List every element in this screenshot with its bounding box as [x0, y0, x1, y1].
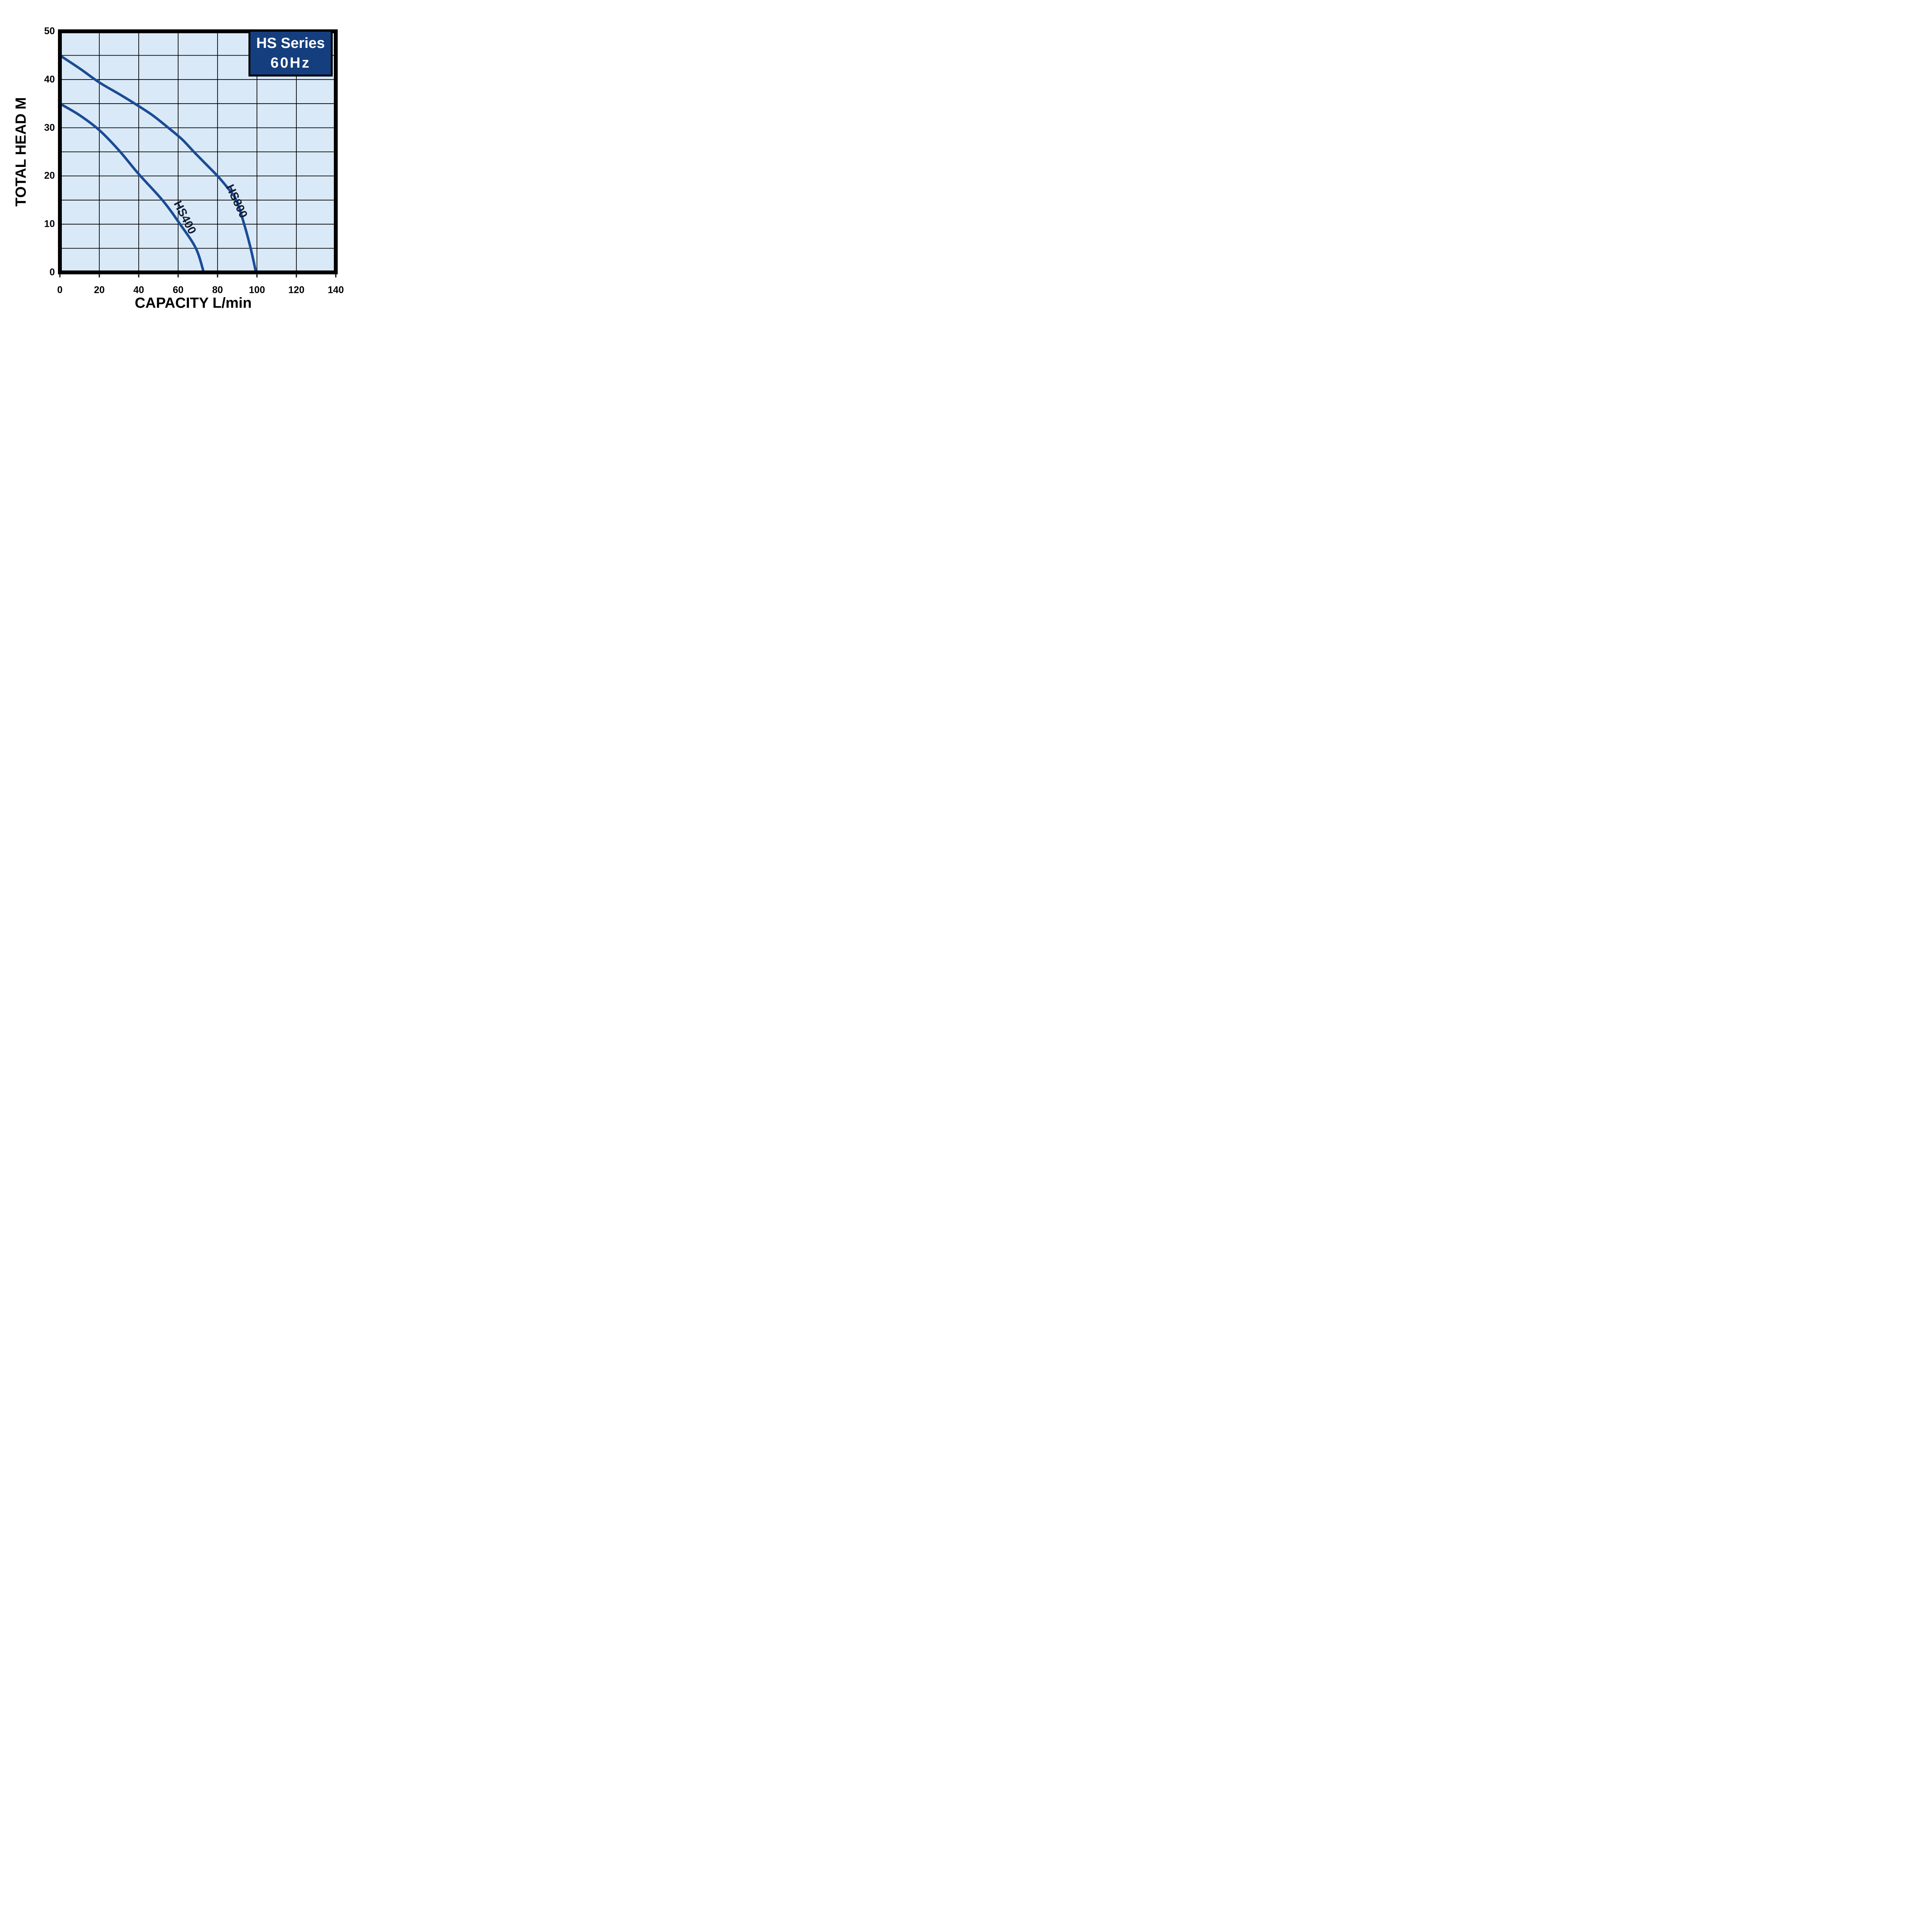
- x-axis-title: CAPACITY L/min: [134, 295, 252, 311]
- y-tick-label: 0: [49, 267, 55, 278]
- legend-frequency: 60Hz: [270, 54, 311, 71]
- x-tick-label: 140: [328, 284, 344, 296]
- x-axis-tick: [256, 274, 258, 277]
- x-axis-tick: [138, 274, 139, 277]
- y-tick-label: 50: [44, 26, 55, 37]
- x-tick-label: 120: [288, 284, 304, 296]
- legend-series-title: HS Series: [256, 35, 325, 52]
- y-tick-label: 40: [44, 74, 55, 85]
- curve-hs800: [58, 54, 257, 274]
- y-tick-label: 20: [44, 170, 55, 181]
- x-tick-label: 0: [57, 284, 63, 296]
- x-axis-tick: [217, 274, 218, 277]
- x-tick-label: 80: [212, 284, 223, 296]
- plot-border: [58, 29, 338, 274]
- y-tick-label: 10: [44, 218, 55, 230]
- x-axis-tick: [59, 274, 61, 277]
- pump-performance-chart: 50 40 30 20 10 0 0 20 40 60 80 100 120 140 HS400 HS80…: [0, 0, 348, 348]
- curve-hs400: [58, 102, 205, 274]
- legend-box: HS Series 60Hz: [248, 30, 333, 77]
- x-tick-label: 40: [133, 284, 144, 296]
- x-axis-tick: [296, 274, 297, 277]
- y-axis-title: TOTAL HEAD M: [13, 97, 29, 207]
- y-tick-label: 30: [44, 122, 55, 133]
- x-tick-label: 100: [249, 284, 265, 296]
- x-axis-tick: [99, 274, 100, 277]
- x-axis-tick: [335, 274, 337, 277]
- x-tick-label: 20: [94, 284, 105, 296]
- x-tick-label: 60: [173, 284, 184, 296]
- x-axis-tick: [177, 274, 179, 277]
